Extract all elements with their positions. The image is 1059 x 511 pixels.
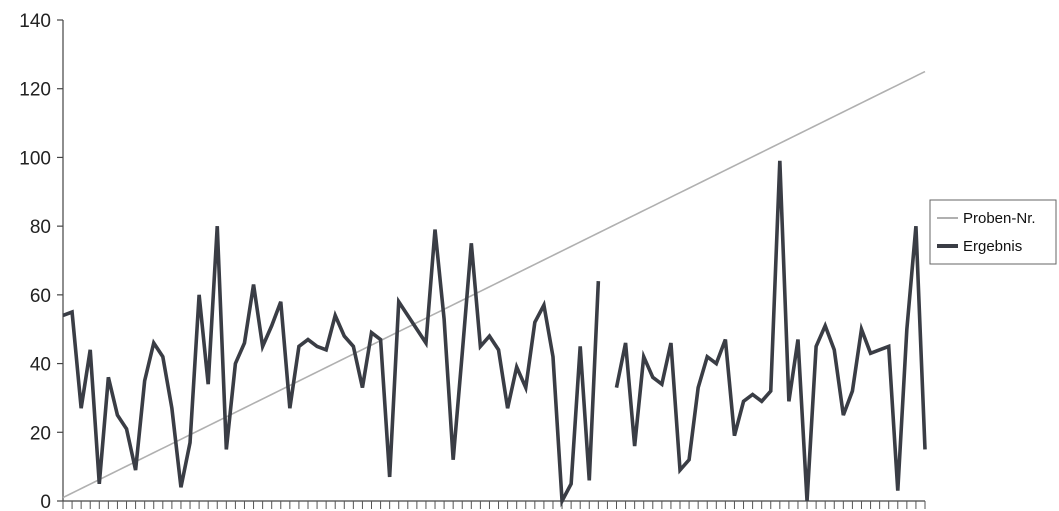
legend: Proben-Nr. Ergebnis	[929, 199, 1057, 265]
y-tick-label: 120	[19, 80, 51, 101]
y-tick-label: 0	[40, 492, 51, 511]
y-tick-label: 140	[19, 11, 51, 32]
series-line-proben-nr	[62, 70, 926, 499]
legend-label-proben-nr: Proben-Nr.	[963, 210, 1036, 227]
y-axis: 0 20 40 60 80 100 120 140	[19, 11, 64, 511]
y-tick-label: 60	[30, 286, 51, 307]
legend-label-ergebnis: Ergebnis	[963, 238, 1022, 255]
y-tick-label: 100	[19, 148, 51, 169]
series-layer	[62, 70, 927, 508]
y-tick-label: 40	[30, 355, 51, 376]
series-line-ergebnis	[62, 160, 927, 508]
y-tick-label: 20	[30, 423, 51, 444]
legend-box	[929, 199, 1057, 265]
x-axis	[62, 500, 926, 509]
y-tick-label: 80	[30, 217, 51, 238]
